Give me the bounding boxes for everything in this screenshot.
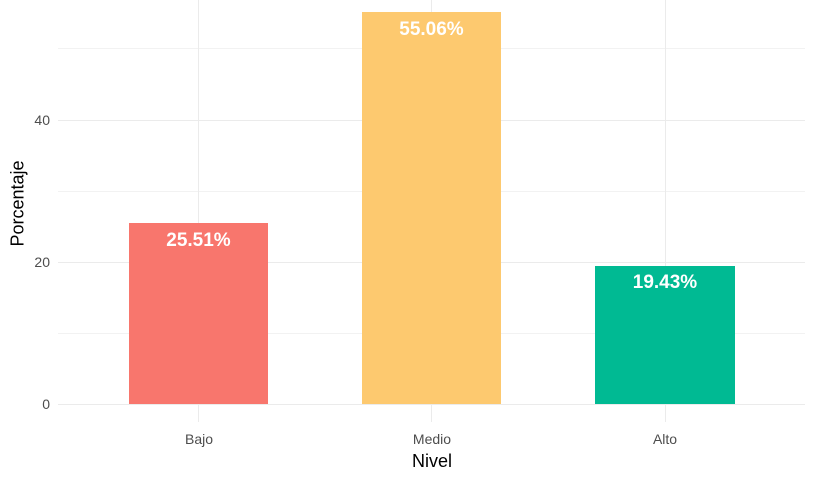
bar-bajo: 25.51% <box>129 223 268 404</box>
y-tick-label: 0 <box>42 396 50 412</box>
x-tick-label: Alto <box>652 431 678 447</box>
grid-vertical-bajo <box>198 0 199 422</box>
y-tick-label: 40 <box>34 112 50 128</box>
bar-alto: 19.43% <box>595 266 735 404</box>
bar-value-label: 25.51% <box>166 230 231 251</box>
x-axis-title: Nivel <box>411 451 452 471</box>
x-tick-label: Medio <box>412 431 452 447</box>
x-tick-label: Bajo <box>184 431 214 447</box>
bar-value-label: 55.06% <box>399 19 464 40</box>
y-axis-title: Porcentaje <box>7 160 28 247</box>
bar-medio: 55.06% <box>362 12 501 404</box>
y-tick-label: 20 <box>34 254 50 270</box>
bar-value-label: 19.43% <box>632 272 698 293</box>
grid-vertical-alto <box>665 0 666 422</box>
